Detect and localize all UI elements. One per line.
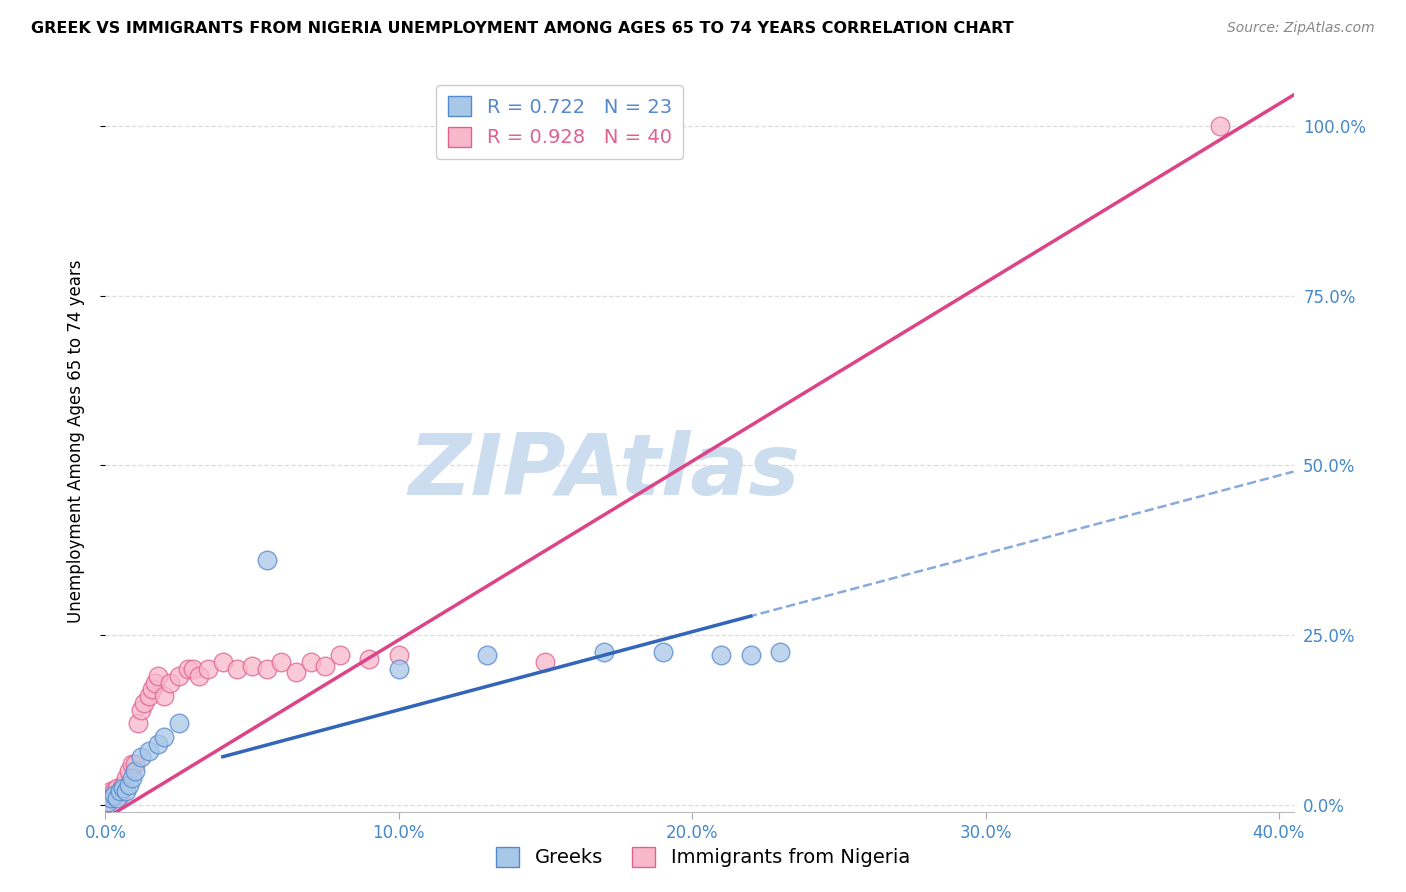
- Point: [769, 645, 792, 659]
- Point: [129, 750, 152, 764]
- Point: [188, 669, 211, 683]
- Point: [256, 662, 278, 676]
- Text: GREEK VS IMMIGRANTS FROM NIGERIA UNEMPLOYMENT AMONG AGES 65 TO 74 YEARS CORRELAT: GREEK VS IMMIGRANTS FROM NIGERIA UNEMPLO…: [31, 21, 1014, 37]
- Point: [211, 655, 233, 669]
- Point: [176, 662, 198, 676]
- Point: [388, 648, 411, 663]
- Point: [226, 662, 249, 676]
- Point: [97, 795, 120, 809]
- Point: [108, 784, 131, 798]
- Point: [97, 791, 120, 805]
- Point: [97, 795, 120, 809]
- Legend: Greeks, Immigrants from Nigeria: Greeks, Immigrants from Nigeria: [488, 839, 918, 875]
- Point: [124, 757, 146, 772]
- Text: Source: ZipAtlas.com: Source: ZipAtlas.com: [1227, 21, 1375, 36]
- Point: [256, 553, 278, 567]
- Point: [651, 645, 673, 659]
- Point: [103, 788, 125, 802]
- Point: [129, 703, 152, 717]
- Point: [153, 730, 176, 744]
- Point: [121, 771, 143, 785]
- Point: [1209, 119, 1232, 133]
- Point: [388, 662, 411, 676]
- Legend: R = 0.722   N = 23, R = 0.928   N = 40: R = 0.722 N = 23, R = 0.928 N = 40: [436, 85, 683, 159]
- Point: [108, 788, 131, 802]
- Point: [141, 682, 163, 697]
- Point: [475, 648, 498, 663]
- Point: [270, 655, 292, 669]
- Point: [121, 757, 143, 772]
- Point: [112, 780, 135, 795]
- Point: [593, 645, 616, 659]
- Point: [112, 778, 135, 792]
- Point: [167, 669, 190, 683]
- Point: [314, 658, 336, 673]
- Point: [148, 669, 170, 683]
- Point: [299, 655, 322, 669]
- Point: [740, 648, 762, 663]
- Point: [100, 788, 122, 802]
- Point: [118, 764, 141, 778]
- Point: [329, 648, 352, 663]
- Point: [108, 784, 131, 798]
- Point: [197, 662, 219, 676]
- Point: [138, 690, 160, 704]
- Point: [534, 655, 557, 669]
- Point: [115, 784, 138, 798]
- Point: [105, 780, 128, 795]
- Point: [100, 784, 122, 798]
- Point: [103, 784, 125, 798]
- Point: [285, 665, 308, 680]
- Point: [159, 675, 181, 690]
- Point: [124, 764, 146, 778]
- Point: [127, 716, 149, 731]
- Point: [132, 696, 155, 710]
- Point: [167, 716, 190, 731]
- Point: [138, 743, 160, 757]
- Point: [105, 791, 128, 805]
- Text: ZIPAtlas: ZIPAtlas: [409, 430, 800, 513]
- Point: [115, 771, 138, 785]
- Point: [710, 648, 733, 663]
- Point: [100, 791, 122, 805]
- Point: [148, 737, 170, 751]
- Point: [118, 778, 141, 792]
- Point: [359, 652, 381, 666]
- Y-axis label: Unemployment Among Ages 65 to 74 years: Unemployment Among Ages 65 to 74 years: [66, 260, 84, 624]
- Point: [153, 690, 176, 704]
- Point: [143, 675, 166, 690]
- Point: [240, 658, 263, 673]
- Point: [183, 662, 205, 676]
